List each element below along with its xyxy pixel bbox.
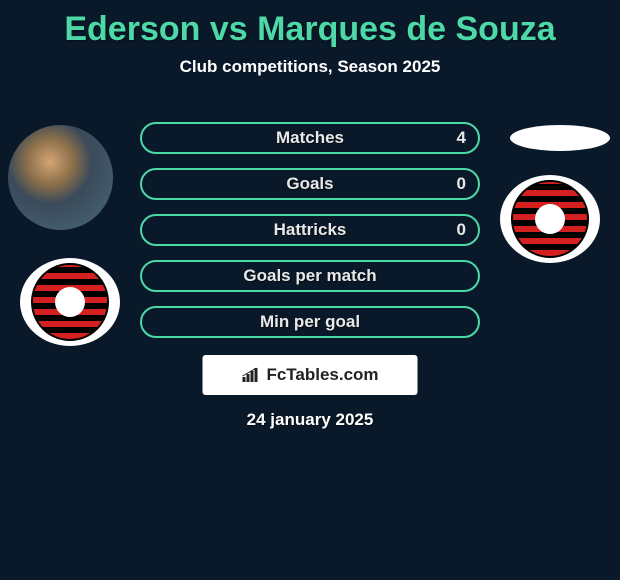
brand-text: FcTables.com bbox=[266, 365, 378, 385]
stat-label: Goals per match bbox=[243, 266, 376, 286]
stat-value-left: 4 bbox=[457, 128, 466, 148]
stat-label: Goals bbox=[286, 174, 333, 194]
stat-row-goals-per-match: Goals per match bbox=[140, 260, 480, 292]
stat-row-hattricks: Hattricks 0 bbox=[140, 214, 480, 246]
brand-box: FcTables.com bbox=[203, 355, 418, 395]
player-left-avatar bbox=[8, 125, 113, 230]
stat-label: Min per goal bbox=[260, 312, 360, 332]
stat-value-left: 0 bbox=[457, 174, 466, 194]
stat-label: Matches bbox=[276, 128, 344, 148]
stat-value-left: 0 bbox=[457, 220, 466, 240]
stat-label: Hattricks bbox=[274, 220, 347, 240]
stat-row-goals: Goals 0 bbox=[140, 168, 480, 200]
player-left-club-badge bbox=[20, 258, 120, 346]
stats-container: Matches 4 Goals 0 Hattricks 0 Goals per … bbox=[140, 122, 480, 352]
bar-chart-icon bbox=[241, 367, 261, 383]
stat-row-min-per-goal: Min per goal bbox=[140, 306, 480, 338]
player-right-club-badge bbox=[500, 175, 600, 263]
stat-row-matches: Matches 4 bbox=[140, 122, 480, 154]
player-right-avatar bbox=[510, 125, 610, 151]
page-subtitle: Club competitions, Season 2025 bbox=[0, 57, 620, 77]
date-text: 24 january 2025 bbox=[0, 410, 620, 430]
page-title: Ederson vs Marques de Souza bbox=[0, 0, 620, 49]
